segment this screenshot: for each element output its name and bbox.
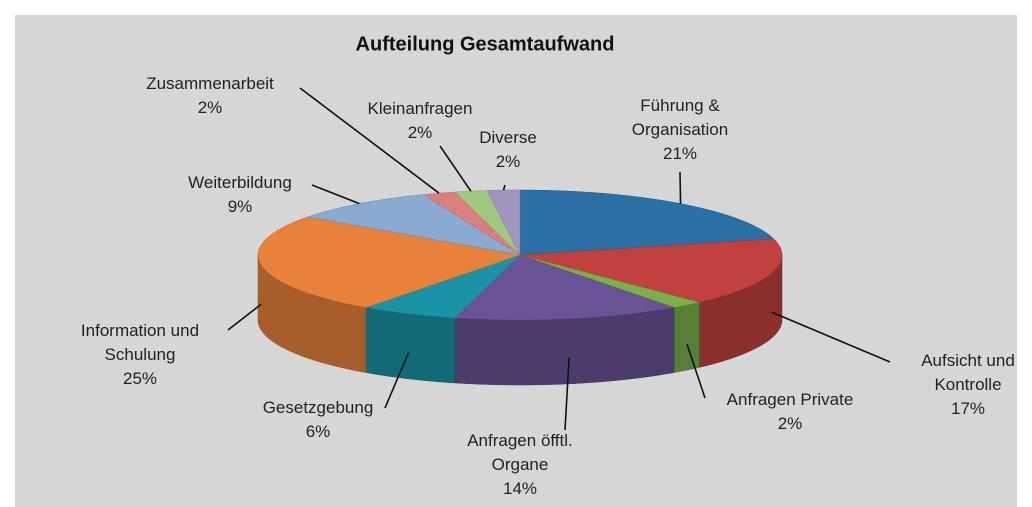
pie-slice	[519, 238, 783, 303]
category-label: Aufsicht und Kontrolle	[921, 351, 1015, 394]
data-label: Diverse 2%	[438, 126, 578, 174]
data-label: Zusammenarbeit 2%	[140, 72, 280, 120]
category-label: Zusammenarbeit	[146, 74, 274, 93]
category-label: Gesetzgebung	[262, 398, 374, 417]
category-label: Anfragen Private	[726, 390, 854, 409]
category-label: Kleinanfragen	[367, 99, 473, 118]
pie-side	[365, 307, 456, 384]
value-label: 21%	[662, 144, 698, 163]
value-label: 6%	[305, 422, 331, 441]
category-label: Diverse	[479, 128, 537, 147]
data-label: Weiterbildung 9%	[170, 171, 310, 219]
data-label: Aufsicht und Kontrolle 17%	[898, 349, 1032, 421]
pie-slice	[519, 189, 775, 256]
leader-line	[502, 184, 506, 191]
leader-line	[771, 311, 891, 363]
data-label: Kleinanfragen 2%	[350, 97, 490, 145]
category-label: Weiterbildung	[188, 173, 292, 192]
category-label: Anfragen öfftl. Organe	[467, 431, 573, 474]
value-label: 2%	[777, 414, 803, 433]
value-label: 17%	[950, 399, 986, 418]
data-label: Führung & Organisation 21%	[610, 94, 750, 166]
pie-slice	[422, 191, 521, 256]
leader-line	[686, 343, 706, 399]
pie-slice	[454, 254, 675, 321]
pie-slice	[257, 216, 521, 308]
value-label: 25%	[122, 369, 158, 388]
leader-line	[299, 87, 440, 194]
pie-slice	[519, 254, 700, 308]
category-label: Information und Schulung	[80, 321, 200, 364]
data-label: Gesetzgebung 6%	[248, 396, 388, 444]
leader-line	[227, 303, 262, 331]
data-label: Anfragen Private 2%	[720, 388, 860, 436]
chart-title: Aufteilung Gesamtaufwand	[355, 33, 615, 56]
leader-line	[439, 145, 472, 192]
pie-side	[673, 302, 700, 373]
value-label: 14%	[502, 479, 538, 498]
data-label: Information und Schulung 25%	[55, 319, 225, 391]
pie-slice	[365, 254, 521, 319]
value-label: 2%	[407, 123, 433, 142]
leader-line	[564, 357, 570, 431]
value-label: 9%	[227, 197, 253, 216]
category-label: Führung & Organisation	[631, 96, 729, 139]
value-label: 2%	[495, 152, 521, 171]
value-label: 2%	[197, 98, 223, 117]
leader-line	[679, 171, 682, 204]
leader-line	[384, 352, 410, 409]
leader-line	[311, 184, 360, 205]
data-label: Anfragen öfftl. Organe 14%	[450, 429, 590, 501]
